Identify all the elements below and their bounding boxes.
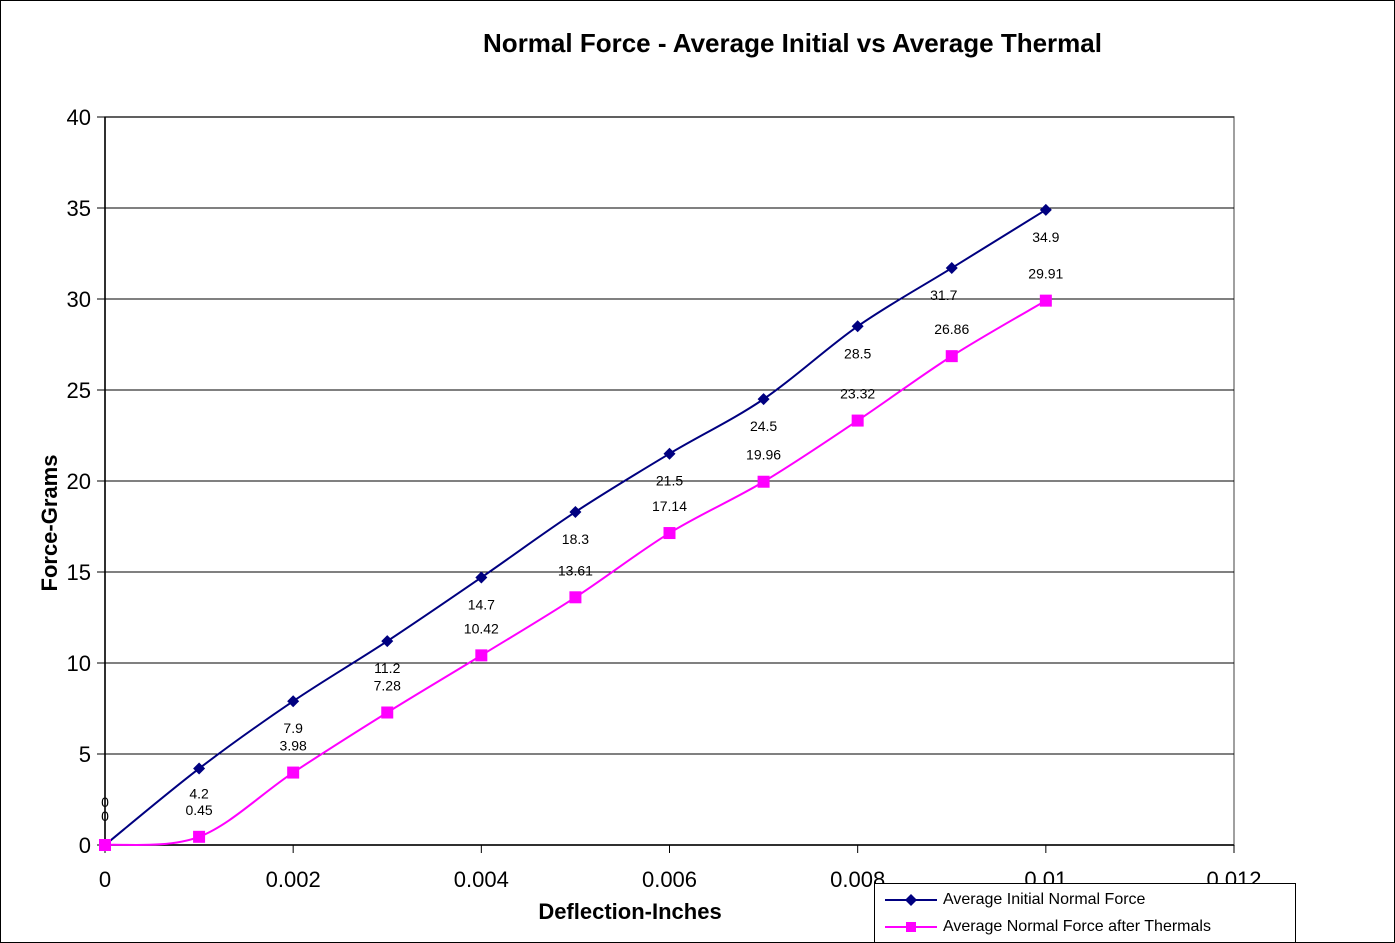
data-label: 34.9	[1032, 229, 1059, 245]
data-point-thermal	[287, 766, 300, 779]
y-tick-label: 35	[67, 196, 91, 221]
legend-entry-initial: Average Initial Normal Force	[885, 887, 1145, 913]
legend-swatch-initial	[885, 894, 937, 906]
data-label: 7.28	[374, 678, 401, 694]
data-point-initial	[287, 695, 300, 708]
data-point-thermal	[945, 350, 958, 363]
y-tick-label: 10	[67, 651, 91, 676]
data-label: 3.98	[280, 738, 307, 754]
y-tick-label: 25	[67, 378, 91, 403]
data-point-initial	[663, 447, 676, 460]
data-point-initial	[851, 320, 864, 333]
legend-swatch-thermal	[885, 922, 937, 932]
data-point-thermal	[851, 414, 864, 427]
y-tick-label: 5	[79, 742, 91, 767]
data-label: 10.42	[464, 620, 499, 636]
data-point-thermal	[99, 839, 111, 851]
data-point-initial	[381, 635, 394, 648]
data-label: 29.91	[1028, 266, 1063, 282]
data-point-initial	[945, 262, 958, 275]
legend-label-thermal: Average Normal Force after Thermals	[943, 918, 1211, 935]
x-axis-label: Deflection-Inches	[538, 899, 722, 924]
data-label: 21.5	[656, 473, 683, 489]
y-tick-label: 15	[67, 560, 91, 585]
data-point-thermal	[475, 649, 488, 662]
y-tick-label: 20	[67, 469, 91, 494]
data-point-thermal	[381, 706, 394, 719]
data-label: 28.5	[844, 345, 871, 361]
y-tick-label: 0	[79, 833, 91, 858]
data-point-thermal	[663, 527, 676, 540]
data-label: 7.9	[283, 720, 303, 736]
chart-title: Normal Force - Average Initial vs Averag…	[483, 28, 1102, 58]
data-label: 11.2	[374, 660, 400, 676]
data-label: 14.7	[468, 596, 495, 612]
data-label: 18.3	[562, 531, 589, 547]
x-tick-label: 0.006	[642, 867, 697, 892]
data-point-thermal	[1039, 294, 1052, 307]
data-point-initial	[475, 571, 488, 584]
x-tick-label: 0	[99, 867, 111, 892]
data-point-initial	[1039, 203, 1052, 216]
data-label: 0	[101, 794, 109, 810]
legend-entry-thermal: Average Normal Force after Thermals	[885, 914, 1211, 940]
data-label: 19.96	[746, 447, 781, 463]
legend: Average Initial Normal Force Average Nor…	[874, 883, 1296, 943]
y-tick-label: 40	[67, 105, 91, 130]
data-point-initial	[193, 762, 206, 775]
data-label: 26.86	[934, 321, 969, 337]
data-label: 0	[101, 808, 109, 824]
y-tick-label: 30	[67, 287, 91, 312]
data-label: 13.61	[558, 562, 593, 578]
data-point-thermal	[193, 830, 206, 843]
data-label: 4.2	[189, 786, 209, 802]
data-point-thermal	[757, 475, 770, 488]
data-label: 24.5	[750, 418, 777, 434]
data-point-initial	[569, 505, 582, 518]
legend-label-initial: Average Initial Normal Force	[943, 891, 1146, 908]
x-tick-label: 0.004	[454, 867, 509, 892]
data-label: 31.7	[930, 287, 957, 303]
x-tick-label: 0.002	[266, 867, 321, 892]
data-point-initial	[757, 393, 770, 406]
data-label: 23.32	[840, 386, 875, 402]
data-label: 17.14	[652, 498, 687, 514]
data-label: 0.45	[185, 802, 212, 818]
data-point-thermal	[569, 591, 582, 604]
